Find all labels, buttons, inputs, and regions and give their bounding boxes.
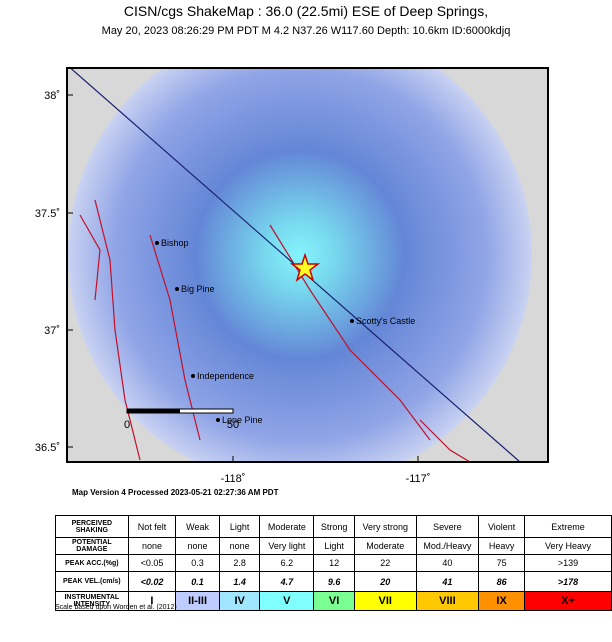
legend-cell: <0.02 — [127, 571, 177, 592]
legend-cell: 4.7 — [259, 571, 315, 592]
scale-bar: 0 50 — [124, 408, 239, 431]
place-label: Independence — [197, 371, 254, 381]
lat-tick-label: 37.5˚ — [35, 208, 60, 220]
lat-tick-label: 37˚ — [44, 325, 60, 337]
legend-cell: VIII — [415, 591, 480, 611]
scale-note: Scale based upon Worden et al. (2012) — [55, 604, 177, 611]
ticks: 38˚ 37.5˚ 37˚ 36.5˚ -118˚ -117˚ — [35, 90, 431, 485]
legend-cell: Heavy — [478, 537, 525, 555]
legend-cell: VII — [353, 591, 417, 611]
lat-tick-label: 38˚ — [44, 90, 60, 102]
legend-cell: Moderate — [353, 537, 417, 555]
lon-tick-label: -117˚ — [406, 473, 431, 485]
legend-cell: none — [175, 537, 220, 555]
legend-row: POTENTIAL DAMAGE none none none Very light Li… — [55, 537, 612, 555]
legend-cell: Severe — [415, 515, 480, 538]
legend-cell: Light — [218, 515, 261, 538]
legend-cell: 86 — [478, 571, 525, 592]
legend-row-header: PERCEIVED SHAKING — [55, 515, 129, 538]
legend-cell: X+ — [523, 591, 612, 611]
legend-cell: >139 — [523, 554, 612, 572]
legend-cell: 20 — [353, 571, 417, 592]
legend-cell: 9.6 — [313, 571, 355, 592]
shaking-area — [68, 68, 532, 462]
title: CISN/cgs ShakeMap : 36.0 (22.5mi) ESE of… — [124, 3, 488, 19]
legend-cell: Strong — [313, 515, 355, 538]
map: Bishop Big Pine Scotty's Castle Independ… — [67, 68, 548, 462]
lon-tick-label: -118˚ — [221, 473, 246, 485]
legend-cell: 6.2 — [259, 554, 315, 572]
scale-bar-rect — [127, 409, 180, 413]
place-label: Scotty's Castle — [356, 316, 415, 326]
place-dot — [155, 241, 159, 245]
place-label: Lone Pine — [222, 415, 263, 425]
legend-table: PERCEIVED SHAKING Not felt Weak Light Modera… — [55, 515, 612, 611]
legend-cell: 22 — [353, 554, 417, 572]
legend-cell: Very strong — [353, 515, 417, 538]
legend-cell: Light — [313, 537, 355, 555]
legend-cell: Moderate — [259, 515, 315, 538]
legend-cell: II-III — [175, 591, 220, 611]
legend-row: PEAK ACC.(%g) <0.05 0.3 2.8 6.2 12 22 40 75 >139 — [55, 554, 612, 572]
legend-row: PEAK VEL.(cm/s) <0.02 0.1 1.4 4.7 9.6 20 41 86 >1… — [55, 571, 612, 592]
legend-cell: 1.4 — [218, 571, 261, 592]
scale-label: 50 — [227, 419, 239, 431]
legend-cell: Weak — [175, 515, 220, 538]
legend-cell: I — [127, 591, 177, 611]
legend-row-header: POTENTIAL DAMAGE — [55, 537, 129, 555]
map-frame — [66, 67, 549, 463]
legend-row: PERCEIVED SHAKING Not felt Weak Light Modera… — [55, 515, 612, 538]
place-dot — [175, 287, 179, 291]
legend-cell: 0.3 — [175, 554, 220, 572]
legend-row-header: PEAK VEL.(cm/s) — [55, 571, 129, 592]
legend-cell: <0.05 — [127, 554, 177, 572]
legend-cell: Extreme — [523, 515, 612, 538]
place-label: Big Pine — [181, 284, 215, 294]
place-dot — [191, 374, 195, 378]
scale-label: 0 — [124, 419, 130, 431]
legend-cell: 40 — [415, 554, 480, 572]
legend-cell: Violent — [478, 515, 525, 538]
map-version: Map Version 4 Processed 2023-05-21 02:27… — [72, 488, 279, 497]
legend-cell: Mod./Heavy — [415, 537, 480, 555]
legend-cell: IV — [218, 591, 261, 611]
legend-row: INSTRUMENTAL INTENSITY I II-III IV V VI VII VII… — [55, 591, 612, 611]
legend-cell: none — [127, 537, 177, 555]
legend-cell: Very Heavy — [523, 537, 612, 555]
lat-tick-label: 36.5˚ — [35, 442, 60, 454]
place-label: Bishop — [161, 238, 189, 248]
legend-row-header: PEAK ACC.(%g) — [55, 554, 129, 572]
place-dot — [350, 319, 354, 323]
legend-cell: Not felt — [127, 515, 177, 538]
places: Bishop Big Pine Scotty's Castle Independ… — [155, 238, 415, 425]
epicenter — [289, 252, 321, 282]
legend-cell: Very light — [259, 537, 315, 555]
legend-cell: 0.1 — [175, 571, 220, 592]
legend-cell: 41 — [415, 571, 480, 592]
subtitle: May 20, 2023 08:26:29 PM PDT M 4.2 N37.2… — [102, 25, 511, 37]
legend-row-header: INSTRUMENTAL INTENSITY — [55, 591, 129, 611]
legend-cell: none — [218, 537, 261, 555]
place-dot — [216, 418, 220, 422]
legend-cell: VI — [313, 591, 355, 611]
legend-cell: IX — [478, 591, 525, 611]
legend-cell: 2.8 — [218, 554, 261, 572]
legend-cell: 75 — [478, 554, 525, 572]
legend-cell: 12 — [313, 554, 355, 572]
legend-cell: >178 — [523, 571, 612, 592]
legend-cell: V — [259, 591, 315, 611]
